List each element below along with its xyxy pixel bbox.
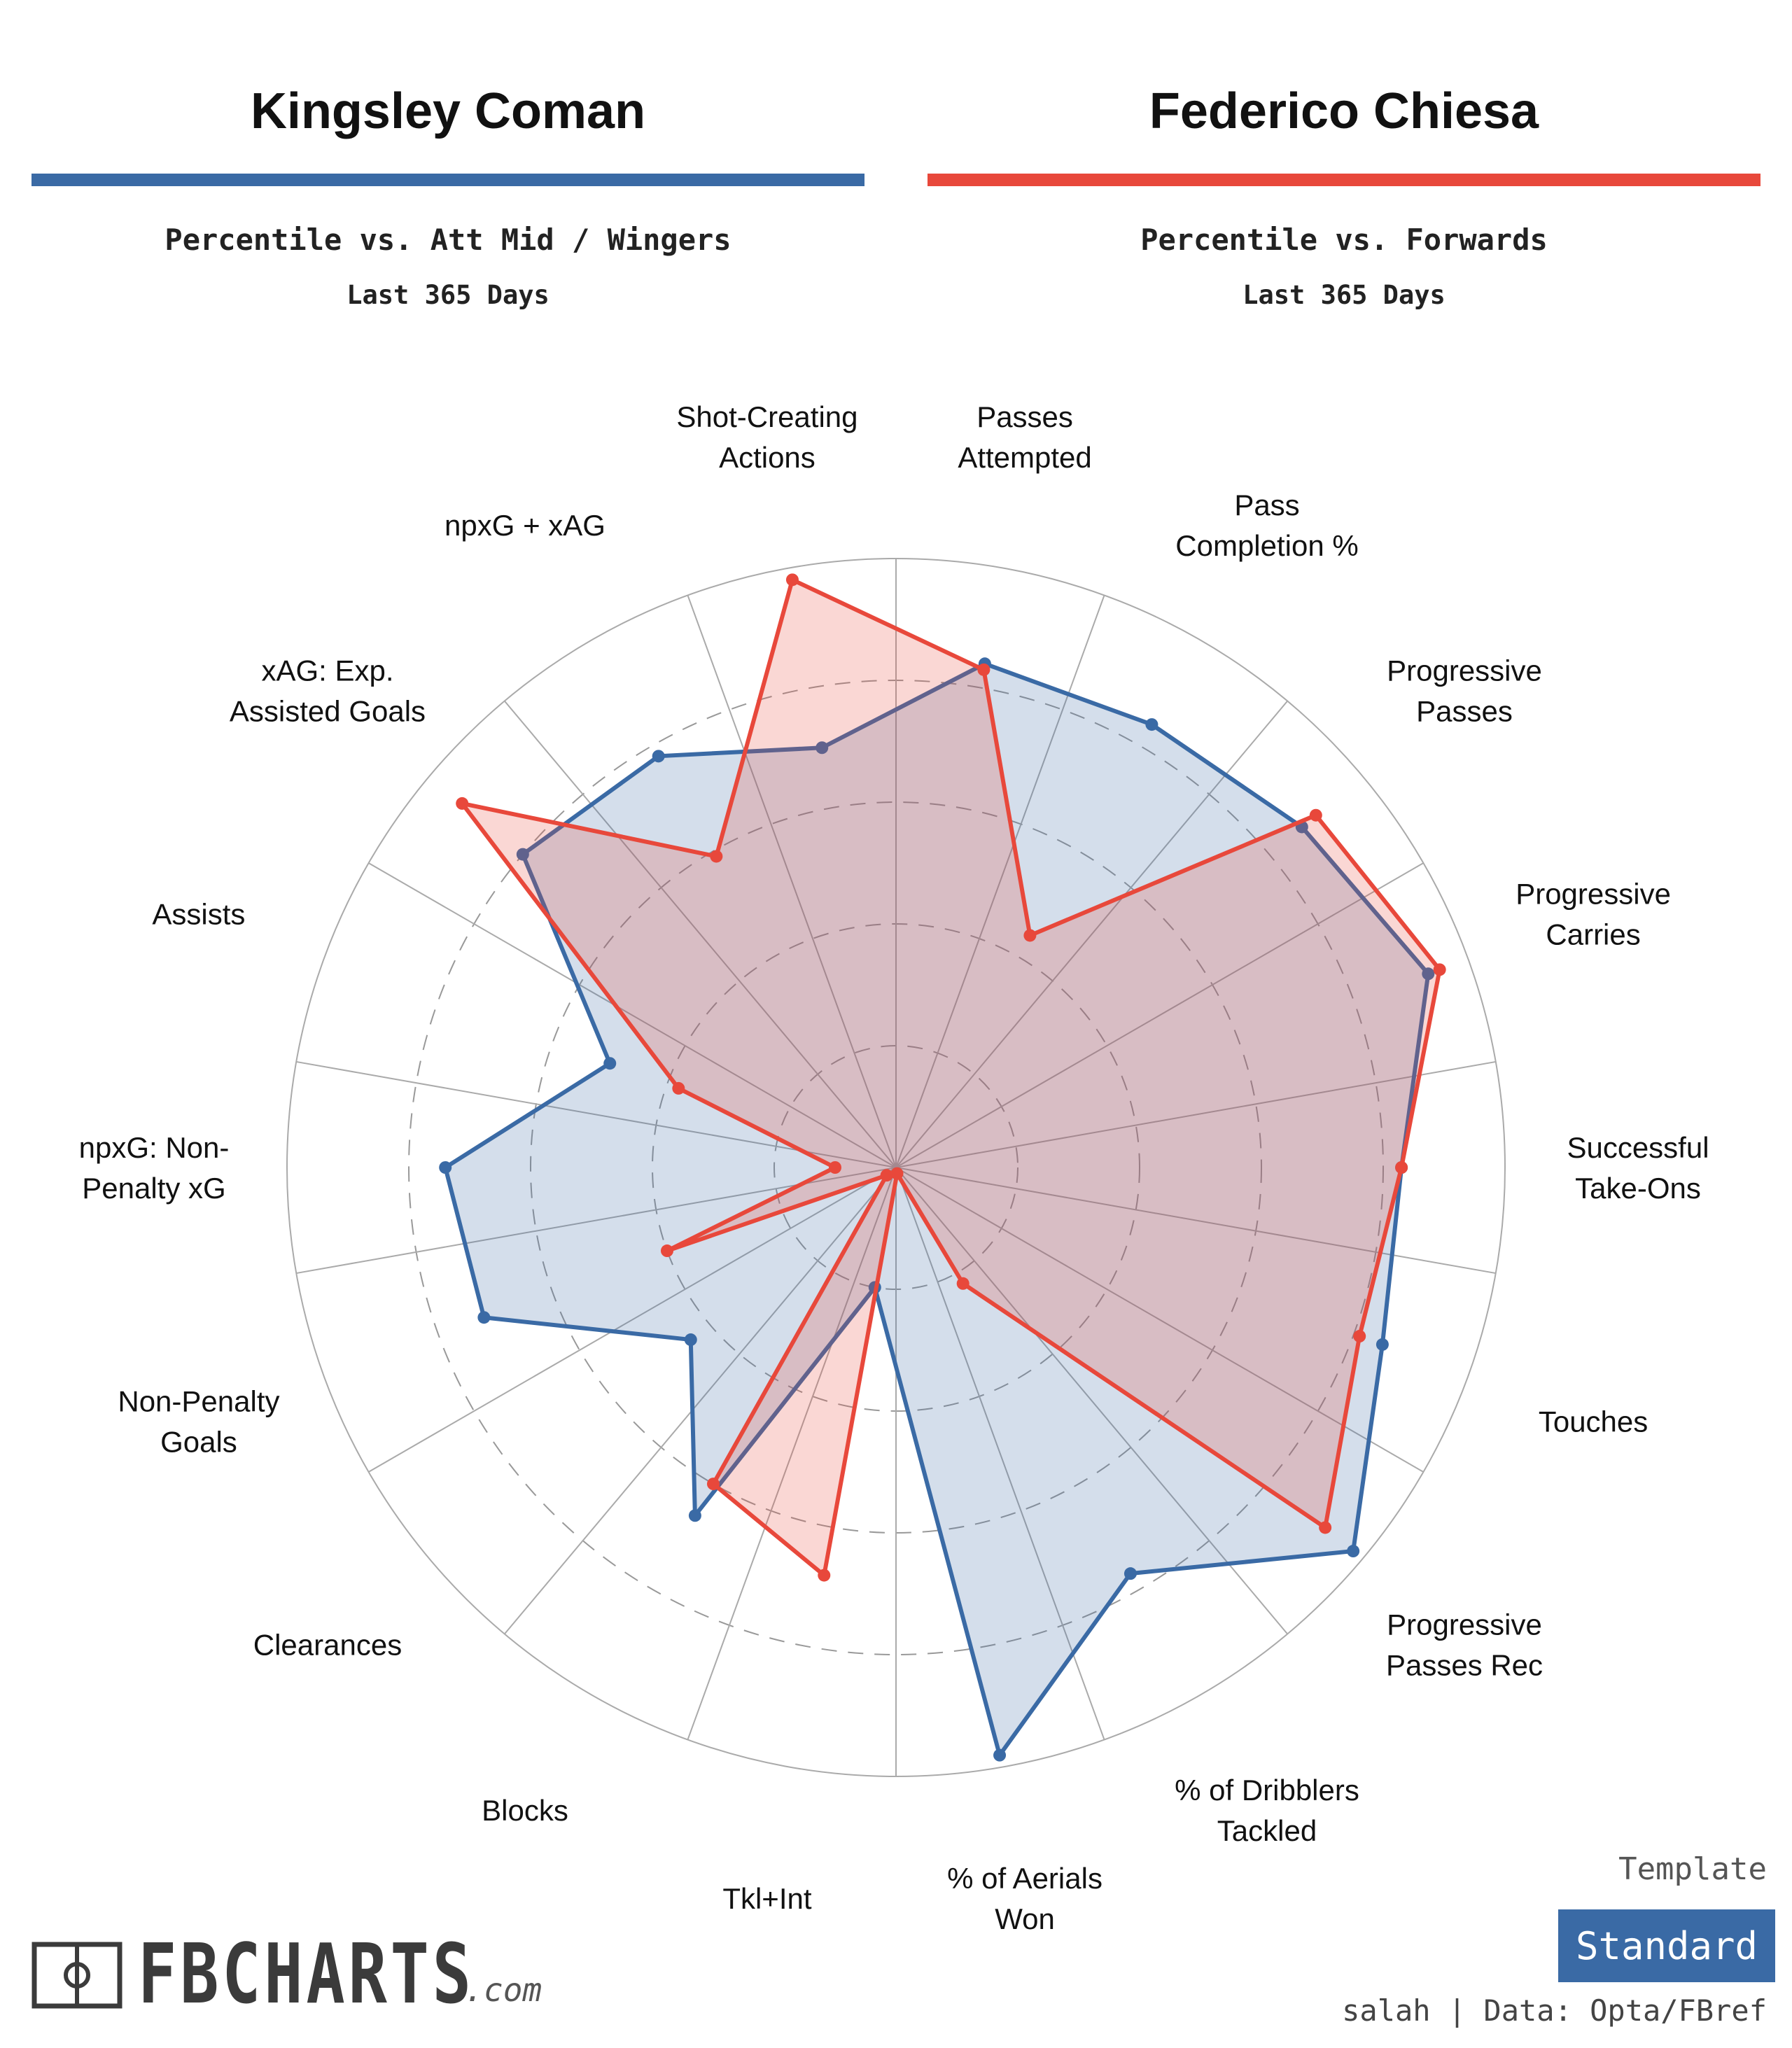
- grid-spoke: [687, 595, 897, 1168]
- series-2-point: [829, 1161, 841, 1174]
- axis-label: Progressive Carries: [1516, 877, 1671, 951]
- grid-spoke: [687, 1167, 897, 1740]
- grid-spoke: [895, 700, 1288, 1168]
- fbcharts-logo: FBCHARTS .com: [31, 1926, 542, 2022]
- player-2-color-bar: [927, 174, 1760, 186]
- series-1-point: [439, 1161, 452, 1174]
- axis-label: % of Dribblers Tackled: [1175, 1774, 1359, 1847]
- axis-label: Clearances: [253, 1628, 402, 1661]
- series-2-point: [456, 797, 469, 810]
- player-1-period: Last 365 Days: [346, 280, 550, 310]
- template-label: Template: [1618, 1851, 1767, 1887]
- series-2-point: [1319, 1521, 1332, 1534]
- axis-label: Successful Take-Ons: [1567, 1131, 1709, 1205]
- series-2-point: [1023, 929, 1037, 942]
- series-1-point: [684, 1333, 697, 1347]
- axis-label: Tkl+Int: [722, 1882, 812, 1915]
- axis-label: % of Aerials Won: [947, 1862, 1102, 1935]
- series-2-point: [890, 1167, 904, 1180]
- series-1-point: [1376, 1338, 1389, 1351]
- series-1-point: [1124, 1567, 1137, 1580]
- series-2-point: [1433, 963, 1446, 976]
- series-1-point: [688, 1509, 701, 1522]
- grid-spoke: [368, 862, 897, 1168]
- series-2-point: [710, 850, 723, 863]
- series-1-point: [993, 1748, 1007, 1762]
- radar-series-layer: [439, 573, 1446, 1762]
- data-credit: salah | Data: Opta/FBref: [1342, 1993, 1767, 2028]
- grid-spoke: [504, 700, 897, 1168]
- player-2-name: Federico Chiesa: [1149, 83, 1539, 139]
- grid-spoke: [895, 1167, 1496, 1275]
- axis-label: Non-Penalty Goals: [118, 1385, 279, 1459]
- axis-label: npxG + xAG: [444, 509, 606, 542]
- series-2-point: [1309, 808, 1322, 822]
- axis-label: Touches: [1539, 1405, 1648, 1438]
- series-2-point: [1353, 1330, 1366, 1343]
- radar-grid: [286, 558, 1506, 1777]
- template-badge[interactable]: Standard: [1558, 1909, 1775, 1982]
- series-1-point: [816, 741, 829, 755]
- grid-spoke: [895, 1167, 1288, 1635]
- player-1-name: Kingsley Coman: [250, 83, 646, 139]
- series-1-point: [516, 848, 529, 861]
- axis-label: Pass Completion %: [1175, 489, 1358, 562]
- radar-axis-labels: Successful Take-Ons Progressive Carries Prog…: [79, 400, 1709, 1935]
- logo-suffix: .com: [464, 1971, 542, 2009]
- series-2-point: [880, 1169, 893, 1182]
- player-1-color-bar: [31, 174, 864, 186]
- grid-spoke: [895, 1167, 1424, 1473]
- grid-spoke: [504, 1167, 897, 1635]
- axis-label: npxG: Non-Penalty xG: [79, 1131, 230, 1205]
- series-1-point: [1347, 1545, 1360, 1558]
- series-2-point: [672, 1081, 685, 1095]
- series-2-point: [956, 1277, 969, 1290]
- axis-label: Passes Attempted: [958, 400, 1091, 474]
- series-2-point: [785, 573, 799, 587]
- axis-label: Shot-Creating Actions: [676, 400, 858, 474]
- series-1-point: [652, 750, 665, 763]
- axis-label: xAG: Exp. Assisted Goals: [230, 654, 426, 728]
- series-2-point: [977, 663, 990, 676]
- series-1-point: [1145, 718, 1158, 731]
- player-2-subtitle: Percentile vs. Forwards: [1140, 223, 1548, 257]
- grid-spoke: [368, 1167, 897, 1473]
- series-2-point: [660, 1244, 673, 1258]
- axis-label: Progressive Passes: [1387, 654, 1542, 728]
- axis-label: Assists: [152, 897, 245, 930]
- grid-spoke: [895, 595, 1105, 1168]
- series-1-point: [603, 1057, 617, 1070]
- grid-spoke: [895, 1167, 1105, 1740]
- grid-spoke: [895, 862, 1424, 1168]
- series-1-point: [1422, 967, 1435, 981]
- axis-label: Blocks: [482, 1794, 568, 1827]
- series-2-point: [707, 1478, 720, 1491]
- pitch-icon: [31, 1942, 122, 2009]
- player-1-subtitle: Percentile vs. Att Mid / Wingers: [164, 223, 732, 257]
- logo-text: FBCHARTS: [138, 1926, 475, 2022]
- series-2-point: [818, 1569, 831, 1582]
- player-2-period: Last 365 Days: [1242, 280, 1446, 310]
- series-2-point: [1395, 1161, 1408, 1174]
- series-1-point: [477, 1311, 491, 1324]
- grid-spoke: [895, 1060, 1496, 1168]
- axis-label: Progressive Passes Rec: [1386, 1608, 1543, 1681]
